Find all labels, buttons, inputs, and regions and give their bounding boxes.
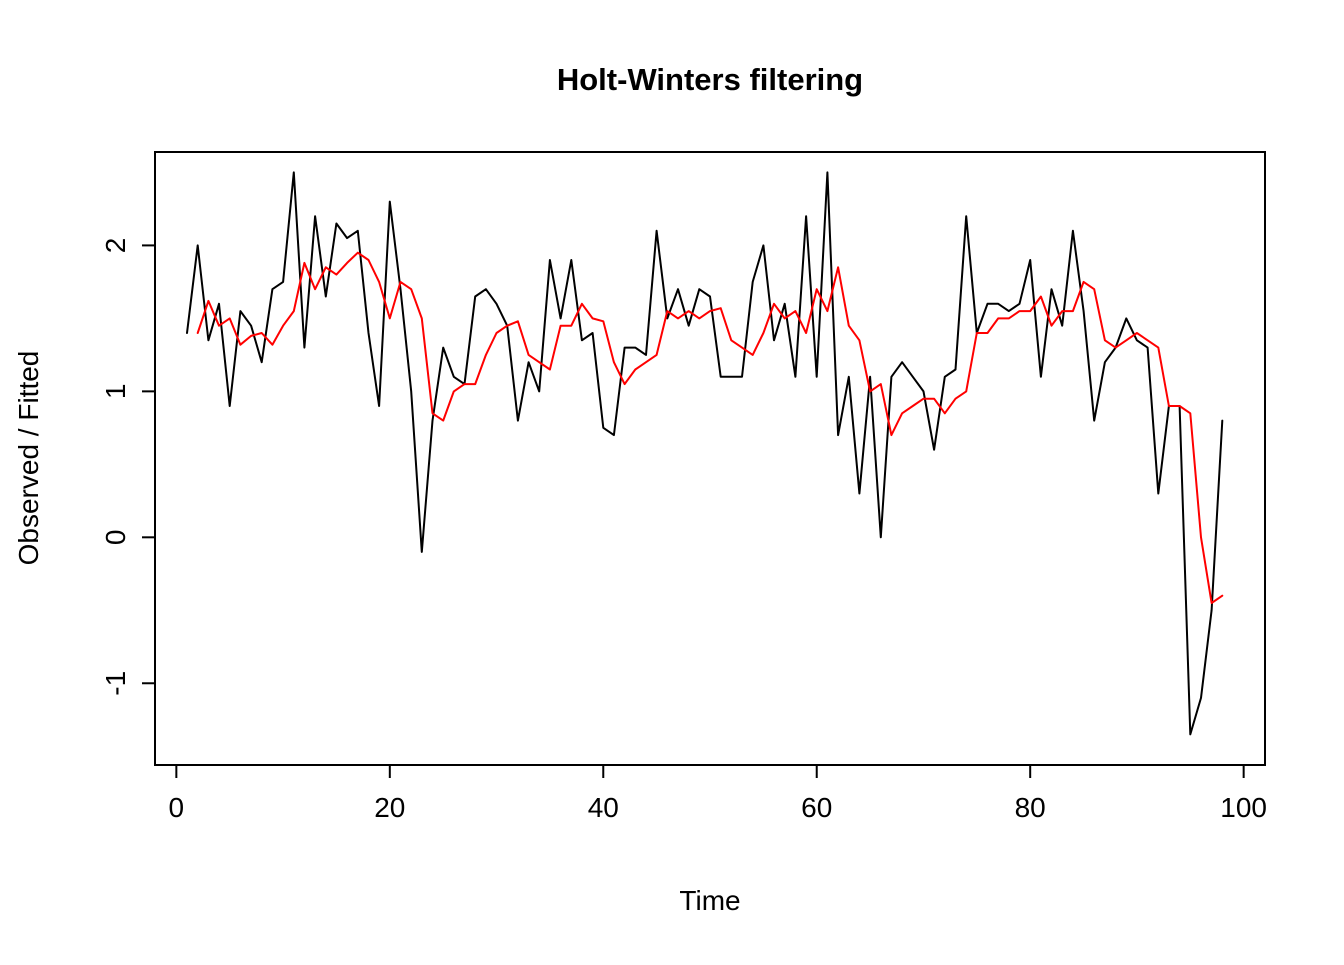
series-line-observed (186, 171, 1224, 736)
x-tick-label: 20 (374, 792, 405, 823)
x-tick-label: 0 (169, 792, 185, 823)
x-tick-label: 100 (1220, 792, 1267, 823)
x-axis-label: Time (679, 885, 740, 916)
y-tick-label: 2 (100, 238, 131, 254)
y-tick-label: 0 (100, 530, 131, 546)
y-tick-label: -1 (100, 671, 131, 696)
x-tick-label: 80 (1015, 792, 1046, 823)
data-series (186, 171, 1224, 736)
plot-border (154, 151, 1266, 766)
x-tick-label: 40 (588, 792, 619, 823)
series-line-fitted (196, 251, 1224, 604)
y-tick-label: 1 (100, 384, 131, 400)
y-axis-label: Observed / Fitted (13, 351, 44, 566)
axis-ticks: 0 20 40 60 80 100 -1 0 1 2 (100, 238, 1267, 823)
x-tick-label: 60 (801, 792, 832, 823)
chart-title: Holt-Winters filtering (557, 62, 863, 97)
